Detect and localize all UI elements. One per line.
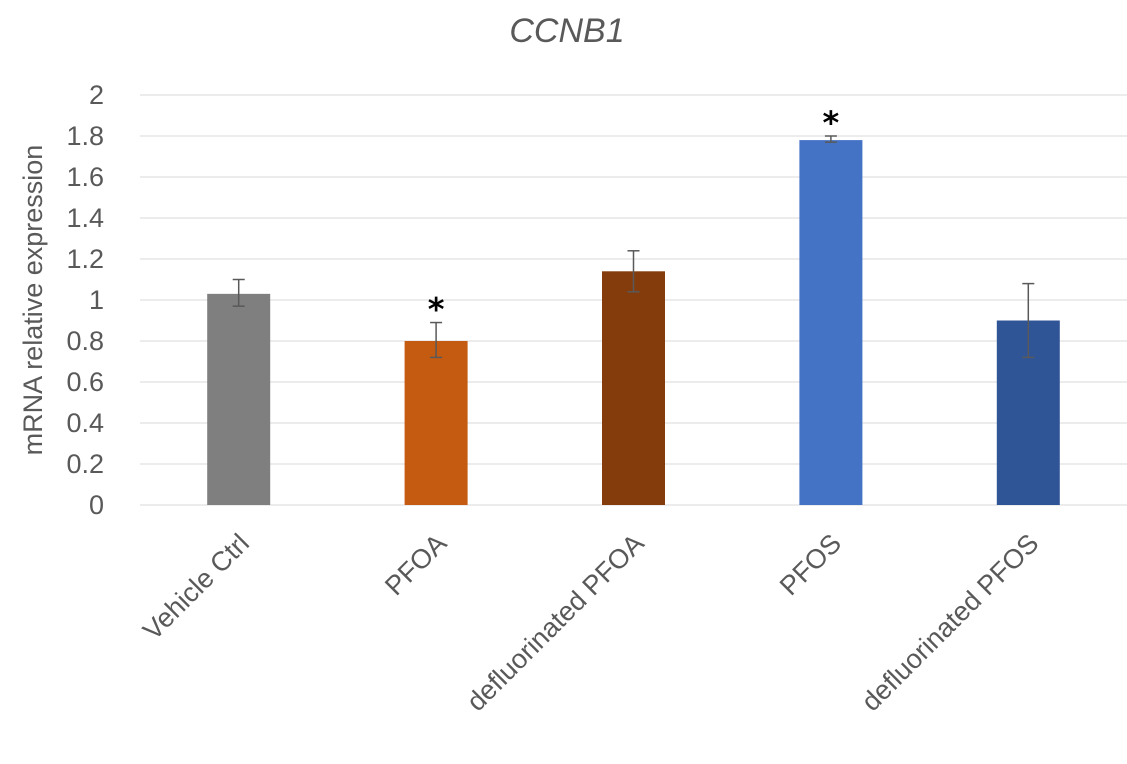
y-tick-label: 1.8 xyxy=(66,121,104,151)
y-tick-label: 0.2 xyxy=(66,449,104,479)
bars xyxy=(207,140,1060,505)
significance-marker: * xyxy=(428,291,445,329)
x-category-label: Vehicle Ctrl xyxy=(137,528,255,646)
y-tick-label: 0 xyxy=(89,490,104,520)
y-tick-label: 1 xyxy=(89,285,104,315)
error-bar xyxy=(824,135,837,143)
x-axis-labels: Vehicle Ctrl PFOA defluorinated PFOA PFOS de… xyxy=(137,528,1044,717)
error-bar xyxy=(232,278,245,307)
error-bar xyxy=(627,250,640,293)
y-tick-label: 0.6 xyxy=(66,367,104,397)
chart-title: CCNB1 xyxy=(509,12,624,50)
significance-markers: ** xyxy=(428,104,840,329)
y-tick-label: 0.8 xyxy=(66,326,104,356)
y-tick-label: 1.4 xyxy=(66,203,104,233)
significance-marker: * xyxy=(823,104,840,142)
y-tick-label: 1.2 xyxy=(66,244,104,274)
x-category-label: PFOA xyxy=(379,528,452,601)
y-tick-label: 1.6 xyxy=(66,162,104,192)
y-axis-label: mRNA relative expression xyxy=(18,145,48,456)
error-bar xyxy=(430,321,443,359)
bar xyxy=(799,140,863,505)
x-category-label: defluorinated PFOS xyxy=(856,528,1045,717)
x-category-label: defluorinated PFOA xyxy=(461,528,650,717)
bar xyxy=(404,341,468,505)
bar xyxy=(602,271,665,505)
error-bar xyxy=(1022,282,1035,359)
error-bars xyxy=(232,135,1035,359)
y-axis-ticks: 0 0.2 0.4 0.6 0.8 1 1.2 1.4 1.6 1.8 2 xyxy=(66,80,104,520)
x-category-label: PFOS xyxy=(774,528,847,601)
bar xyxy=(207,293,271,505)
y-tick-label: 2 xyxy=(89,80,104,110)
y-tick-label: 0.4 xyxy=(66,408,104,438)
